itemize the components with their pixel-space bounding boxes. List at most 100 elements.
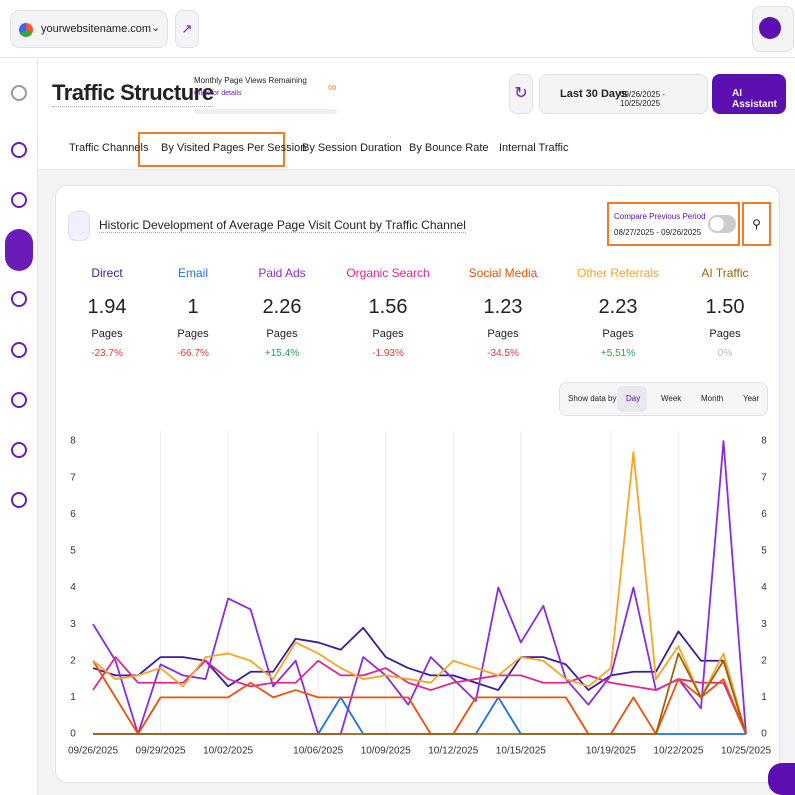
series-line bbox=[93, 652, 747, 735]
metric-change: -23.7% bbox=[91, 348, 123, 359]
period[interactable]: Year bbox=[743, 394, 760, 403]
tab[interactable]: Internal Traffic bbox=[499, 142, 569, 154]
channel-name: AI Traffic bbox=[701, 266, 749, 280]
period[interactable]: Week bbox=[661, 394, 682, 403]
metric-change: 0% bbox=[717, 348, 733, 359]
sidebar bbox=[0, 58, 38, 795]
page-header: Traffic Structure Monthly Page Views Rem… bbox=[38, 58, 795, 170]
nav-icon[interactable] bbox=[11, 142, 27, 158]
metric-value: 1 bbox=[187, 296, 199, 318]
filter[interactable]: ⚲ bbox=[742, 202, 771, 246]
metric-value: 1.56 bbox=[368, 296, 408, 318]
page-title: Traffic Structure bbox=[52, 80, 214, 107]
series-line bbox=[92, 626, 747, 735]
quota-value: ∞ bbox=[328, 80, 337, 94]
ai-assistant-label: AI Assistant bbox=[732, 88, 778, 110]
compare-box[interactable]: Compare Previous Period 08/27/2025 - 09/… bbox=[607, 202, 740, 246]
tab[interactable]: By Bounce Rate bbox=[409, 142, 489, 154]
y2-tick-label: 0 bbox=[761, 729, 767, 740]
metric-unit: Pages bbox=[487, 328, 519, 340]
nav-icon[interactable] bbox=[11, 442, 27, 458]
y-tick-label: 7 bbox=[70, 472, 76, 483]
x-tick-label: 10/02/2025 bbox=[203, 746, 253, 757]
ai-assistant[interactable]: AI Assistant bbox=[712, 74, 786, 114]
chat-button[interactable] bbox=[768, 763, 795, 795]
compare-dates: 08/27/2025 - 09/26/2025 bbox=[614, 228, 702, 237]
metric-value: 1.94 bbox=[87, 296, 127, 318]
nav-icon[interactable] bbox=[11, 392, 27, 408]
y2-tick-label: 5 bbox=[761, 546, 767, 557]
metric-value: 2.26 bbox=[262, 296, 302, 318]
nav-icon[interactable] bbox=[11, 342, 27, 358]
series-line bbox=[92, 440, 747, 735]
channel-name: Other Referrals bbox=[576, 266, 660, 280]
period-selector: Show data by: Day Week Month Year bbox=[559, 382, 768, 416]
y2-tick-label: 8 bbox=[761, 436, 767, 447]
top-bar: yourwebsitename.com ⌄ ↗ bbox=[0, 0, 795, 58]
period[interactable]: Day bbox=[626, 394, 641, 403]
period[interactable]: Month bbox=[701, 394, 724, 403]
y-tick-label: 3 bbox=[70, 619, 76, 630]
show-by-label: Show data by: bbox=[568, 394, 619, 403]
x-tick-label: 10/12/2025 bbox=[428, 746, 478, 757]
range-dates: 09/26/2025 - 10/25/2025 bbox=[620, 90, 665, 108]
chart-card: Historic Development of Average Page Vis… bbox=[55, 185, 780, 783]
account-menu[interactable] bbox=[752, 6, 794, 52]
series-line bbox=[92, 451, 747, 735]
chevron: ⌄ bbox=[151, 22, 161, 34]
x-tick-label: 10/15/2025 bbox=[496, 746, 546, 757]
nav-icon[interactable] bbox=[11, 192, 27, 208]
nav-icon[interactable] bbox=[11, 85, 27, 101]
site-selector[interactable]: yourwebsitename.com ⌄ bbox=[10, 10, 168, 48]
tab[interactable]: Traffic Channels bbox=[69, 142, 149, 154]
y-tick-label: 1 bbox=[70, 692, 76, 703]
y2-tick-label: 4 bbox=[761, 582, 767, 593]
y-tick-label: 2 bbox=[70, 655, 76, 666]
avatar bbox=[759, 17, 781, 39]
chart: 0 1 2 3 4 5 6 7 8 0 1 2 3 4 5 6 7 8 09/26/2025 09/29/2025 10… bbox=[68, 431, 771, 757]
channel-name: Direct bbox=[91, 266, 123, 280]
metric-unit: Pages bbox=[266, 328, 298, 340]
tab-highlight bbox=[138, 132, 285, 167]
tab[interactable]: By Session Duration bbox=[302, 142, 402, 154]
site-icon bbox=[19, 23, 33, 37]
y2-tick-label: 3 bbox=[761, 619, 767, 630]
y-tick-label: 4 bbox=[70, 582, 76, 593]
metric-unit: Pages bbox=[91, 328, 123, 340]
date-range[interactable]: Last 30 Days 09/26/2025 - 10/25/2025 bbox=[539, 74, 708, 114]
quota-bar bbox=[194, 109, 337, 114]
x-tick-label: 09/29/2025 bbox=[136, 746, 186, 757]
refresh[interactable]: ↻ bbox=[509, 74, 533, 114]
x-tick-label: 10/06/2025 bbox=[293, 746, 343, 757]
x-tick-label: 10/22/2025 bbox=[653, 746, 703, 757]
y2-tick-label: 7 bbox=[761, 472, 767, 483]
toggle[interactable] bbox=[708, 215, 736, 233]
nav-active[interactable] bbox=[5, 229, 33, 271]
y-tick-label: 8 bbox=[70, 436, 76, 447]
metric-value: 1.23 bbox=[483, 296, 523, 318]
quota-title: Monthly Page Views Remaining bbox=[194, 76, 307, 85]
channel-name: Email bbox=[177, 266, 208, 280]
nav-icon[interactable] bbox=[11, 291, 27, 307]
channel-name: Paid Ads bbox=[258, 266, 306, 280]
metric-change: -1.93% bbox=[372, 348, 404, 359]
nav-icon[interactable] bbox=[11, 492, 27, 508]
y2-tick-label: 2 bbox=[761, 655, 767, 666]
series-line bbox=[92, 660, 747, 735]
metric-change: +15.4% bbox=[264, 348, 300, 359]
x-tick-label: 10/09/2025 bbox=[361, 746, 411, 757]
channel-name: Organic Search bbox=[346, 266, 430, 280]
metric-change: -34.5% bbox=[487, 348, 519, 359]
metric-value: 2.23 bbox=[598, 296, 638, 318]
y2-tick-label: 1 bbox=[761, 692, 767, 703]
compare-title: Compare Previous Period bbox=[614, 212, 706, 221]
external-link[interactable]: ↗ bbox=[175, 10, 199, 48]
y-tick-label: 0 bbox=[70, 729, 76, 740]
tab[interactable]: By Visited Pages Per Session bbox=[161, 142, 307, 154]
metric-unit: Pages bbox=[372, 328, 404, 340]
series-line bbox=[92, 656, 747, 735]
x-tick-label: 10/19/2025 bbox=[586, 746, 636, 757]
quota-link[interactable]: Click for details bbox=[194, 90, 242, 97]
card-title: Historic Development of Average Page Vis… bbox=[99, 218, 466, 233]
